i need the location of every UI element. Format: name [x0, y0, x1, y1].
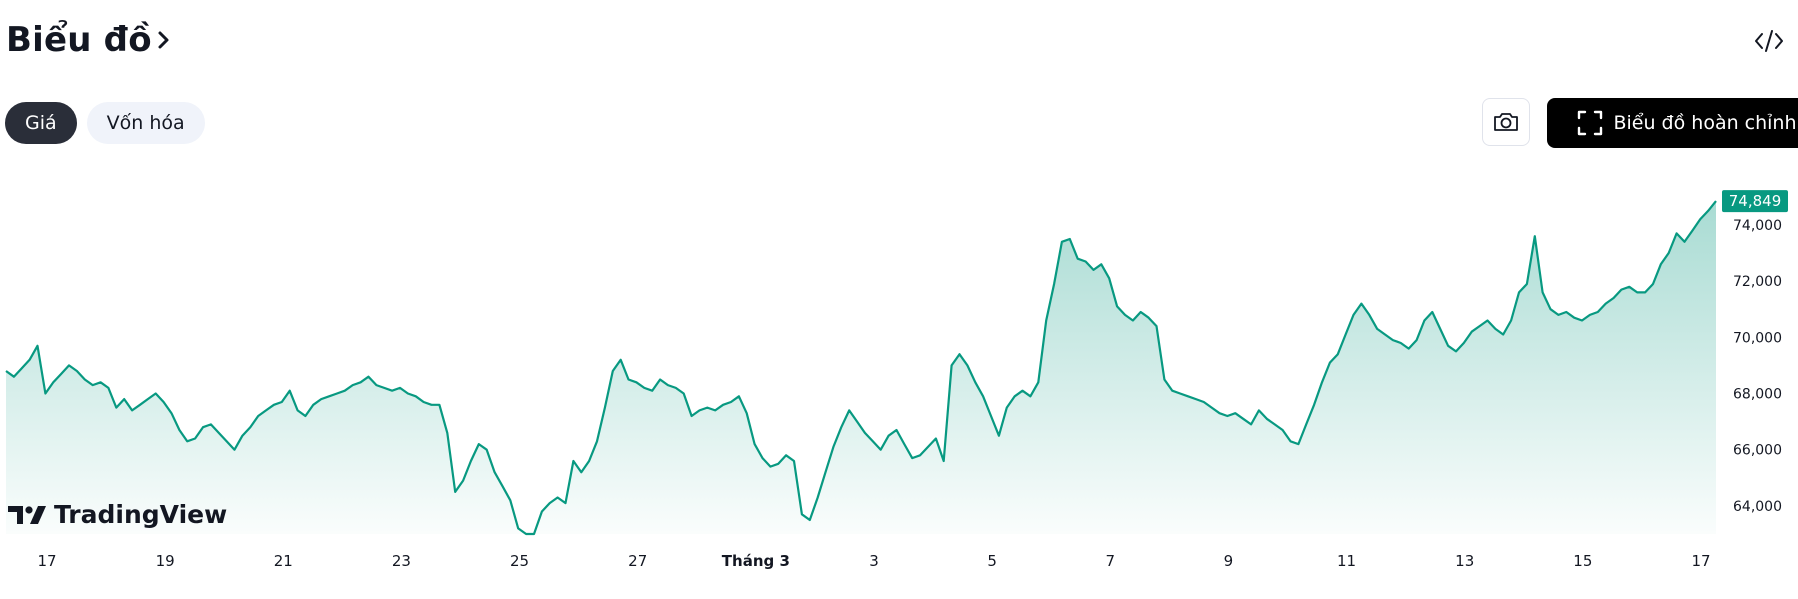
tab-market-cap[interactable]: Vốn hóa [86, 102, 205, 144]
x-tick-label: 7 [1106, 552, 1116, 570]
x-tick-label: 5 [987, 552, 997, 570]
x-tick-label: 17 [37, 552, 56, 570]
y-tick-label: 64,000 [1733, 499, 1782, 515]
embed-code-icon[interactable] [1754, 28, 1784, 54]
camera-icon [1494, 113, 1518, 131]
x-tick-label: 11 [1337, 552, 1356, 570]
full-chart-button[interactable]: Biểu đồ hoàn chỉnh [1547, 98, 1798, 148]
x-tick-label: 27 [628, 552, 647, 570]
x-tick-label: 17 [1691, 552, 1710, 570]
y-tick-label: 70,000 [1733, 330, 1782, 346]
last-price-tag [1722, 190, 1788, 213]
snapshot-button[interactable] [1482, 98, 1530, 146]
chevron-right-icon [158, 31, 169, 49]
page-title[interactable]: Biểu đồ [6, 20, 172, 60]
x-tick-label: 21 [274, 552, 293, 570]
price-chart[interactable]: 64,000 66,000 68,000 70,000 72,000 74,000 17 1… [0, 170, 1798, 580]
x-tick-label: 9 [1224, 552, 1234, 570]
price-series-line [5, 200, 1717, 536]
x-tick-label: 15 [1573, 552, 1592, 570]
tradingview-logo[interactable]: TradingView [8, 500, 227, 529]
tradingview-logo-icon [8, 505, 46, 524]
price-area-fill [6, 201, 1716, 534]
tab-price[interactable]: Giá [5, 102, 77, 144]
full-chart-label: Biểu đồ hoàn chỉnh [1613, 112, 1797, 134]
last-price-label: 74,849 [1729, 192, 1782, 210]
fullscreen-icon [1578, 110, 1603, 136]
chart-type-tabs: Giá Vốn hóa [5, 102, 205, 144]
x-tick-label: 3 [869, 552, 879, 570]
y-tick-label: 68,000 [1733, 387, 1782, 403]
x-tick-label: 23 [392, 552, 411, 570]
y-tick-label: 66,000 [1733, 443, 1782, 459]
x-tick-label: 13 [1455, 552, 1474, 570]
y-tick-label: 72,000 [1733, 274, 1782, 290]
x-tick-label: 25 [510, 552, 529, 570]
tradingview-logo-text: TradingView [54, 500, 228, 529]
page-title-text: Biểu đồ [6, 20, 152, 60]
y-tick-label: 74,000 [1733, 218, 1782, 234]
x-tick-label: 19 [156, 552, 175, 570]
x-tick-label: Tháng 3 [722, 552, 790, 570]
